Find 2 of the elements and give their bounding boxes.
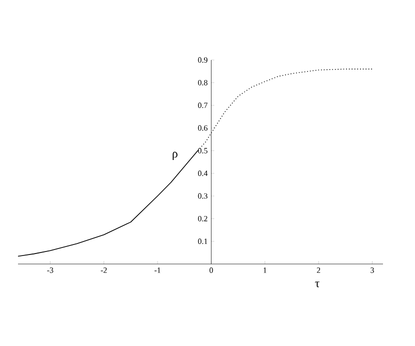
y-axis-title: ρ — [172, 152, 178, 160]
x-axis-title: τ — [315, 282, 320, 288]
